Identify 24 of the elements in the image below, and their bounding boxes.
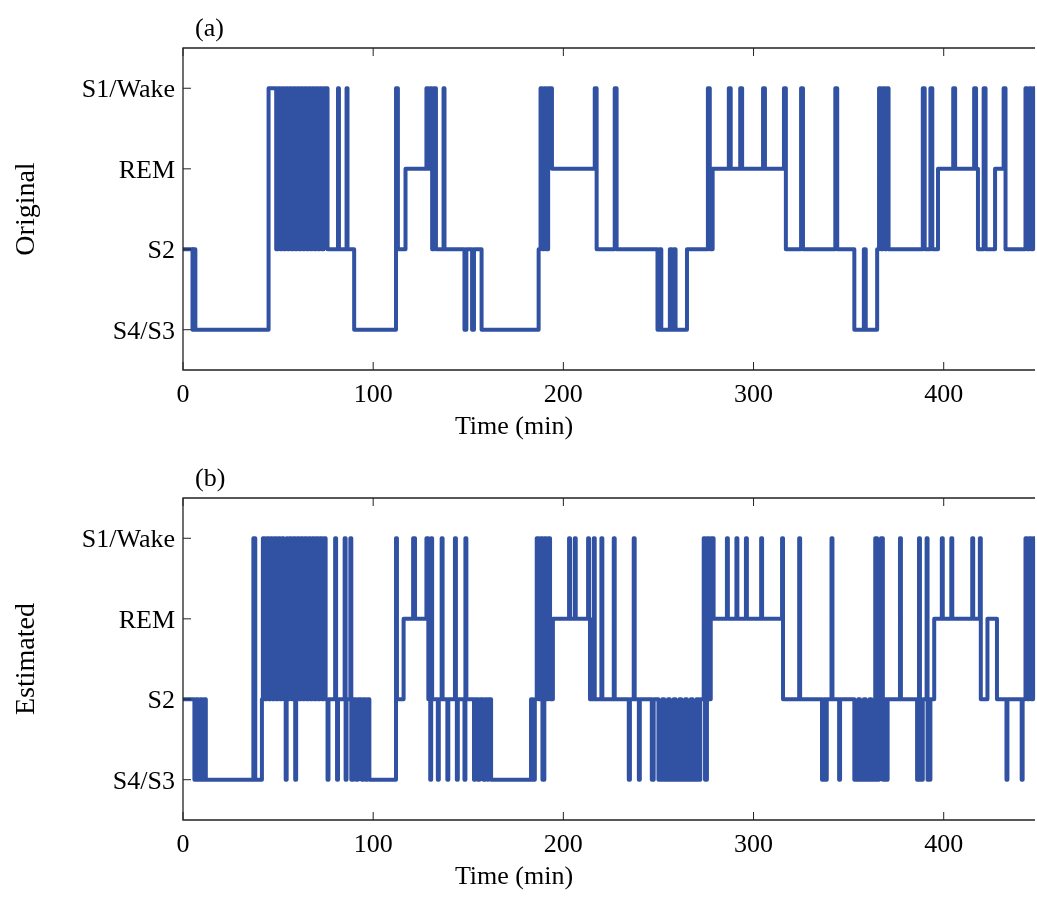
text: REM <box>118 154 175 184</box>
x-tick-label: 300 <box>734 379 774 408</box>
x-tick-label: 0 <box>176 829 190 858</box>
text: REM <box>118 604 175 634</box>
chart-title: (a) <box>195 13 224 42</box>
x-tick-label: 100 <box>353 829 393 858</box>
x-tick-label: 400 <box>924 829 964 858</box>
x-tick-label: 200 <box>543 379 583 408</box>
text: S4/S3 <box>112 765 175 795</box>
y-axis-title: Estimated <box>9 603 40 715</box>
chart-title: (b) <box>195 463 226 492</box>
y-axis-title: Original <box>9 162 40 256</box>
x-tick-label: 200 <box>543 829 583 858</box>
x-tick-label: 400 <box>924 379 964 408</box>
text: S2 <box>147 235 175 265</box>
x-tick-label: 100 <box>353 379 393 408</box>
x-tick-label: 0 <box>176 379 190 408</box>
text: S1/Wake <box>81 74 175 104</box>
text: S1/Wake <box>81 524 175 554</box>
x-axis-title: Time (min) <box>454 861 574 890</box>
x-axis-title: Time (min) <box>454 411 574 440</box>
x-tick-label: 300 <box>734 829 774 858</box>
text: S4/S3 <box>112 315 175 345</box>
text: S2 <box>147 685 175 715</box>
